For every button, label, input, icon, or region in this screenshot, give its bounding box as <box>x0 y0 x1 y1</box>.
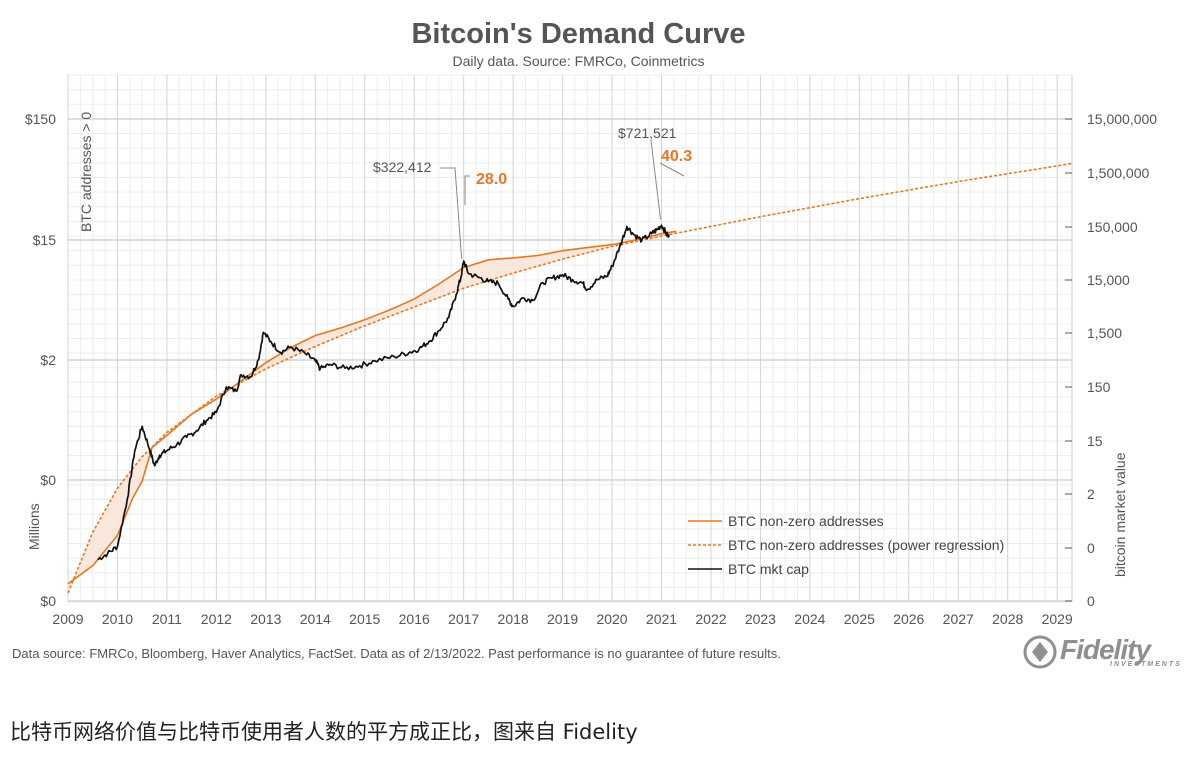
y-tick-left: $0 <box>40 472 56 488</box>
x-tick-label: 2025 <box>844 611 875 627</box>
y-tick-left: $15 <box>33 232 57 248</box>
x-tick-label: 2029 <box>1042 611 1073 627</box>
x-tick-label: 2015 <box>349 611 380 627</box>
y-axis-label-right: bitcoin market value <box>1112 452 1128 577</box>
annotation-leader-1 <box>440 167 463 260</box>
annotation-price-1: $322,412 <box>373 159 432 175</box>
x-tick-label: 2017 <box>448 611 479 627</box>
y-tick-left: $2 <box>40 352 56 368</box>
annotation-ratio-1: 28.0 <box>476 171 507 188</box>
annotation-bracket-2 <box>659 162 685 177</box>
legend-label: BTC non-zero addresses (power regression… <box>728 537 1004 553</box>
source-note: Data source: FMRCo, Bloomberg, Haver Ana… <box>12 646 781 661</box>
annotation-leader-2 <box>650 139 661 220</box>
chart-subtitle: Daily data. Source: FMRCo, Coinmetrics <box>452 53 705 69</box>
y-axis-label-addresses: BTC addresses > 0 <box>78 112 94 232</box>
fidelity-logo: Fidelity INVESTMENTS <box>1022 632 1192 672</box>
annotation-price-2: $721,521 <box>618 125 677 141</box>
y-tick-right: 15,000,000 <box>1087 111 1157 127</box>
y-tick-right: 1,500,000 <box>1087 165 1149 181</box>
legend-label: BTC mkt cap <box>728 561 809 577</box>
annotation-ratio-2: 40.3 <box>661 148 692 165</box>
y-tick-right: 150,000 <box>1087 219 1138 235</box>
legend-label: BTC non-zero addresses <box>728 513 884 529</box>
brand-sub: INVESTMENTS <box>1110 661 1182 668</box>
x-tick-label: 2021 <box>646 611 677 627</box>
figure-caption: 比特币网络价值与比特币使用者人数的平方成正比，图来自 Fidelity <box>10 720 638 744</box>
x-tick-label: 2027 <box>943 611 974 627</box>
fidelity-mark-icon <box>1023 635 1057 669</box>
y-axis-label-left: Millions <box>26 503 42 550</box>
x-tick-label: 2013 <box>250 611 281 627</box>
x-tick-label: 2010 <box>102 611 133 627</box>
x-tick-label: 2019 <box>547 611 578 627</box>
chart-figure: Bitcoin's Demand Curve Daily data. Sourc… <box>12 18 1192 672</box>
y-tick-right: 15 <box>1087 433 1103 449</box>
series-line-regression <box>67 162 1073 594</box>
brand-name: Fidelity <box>1060 634 1151 665</box>
x-tick-label: 2012 <box>201 611 232 627</box>
x-tick-label: 2023 <box>745 611 776 627</box>
y-tick-right: 150 <box>1087 379 1111 395</box>
x-tick-label: 2009 <box>52 611 83 627</box>
x-tick-label: 2026 <box>893 611 924 627</box>
x-tick-label: 2022 <box>695 611 726 627</box>
y-tick-left: $0 <box>40 593 56 609</box>
x-tick-label: 2018 <box>498 611 529 627</box>
x-tick-label: 2024 <box>794 611 825 627</box>
legend: BTC non-zero addresses BTC non-zero addre… <box>688 513 1004 577</box>
series-line-mktcap <box>97 224 670 561</box>
x-tick-label: 2014 <box>300 611 331 627</box>
series-line-addresses <box>67 230 677 585</box>
x-tick-label: 2020 <box>596 611 627 627</box>
x-tick-label: 2028 <box>992 611 1023 627</box>
y-tick-left: $150 <box>25 111 56 127</box>
y-tick-right: 2 <box>1087 486 1095 502</box>
x-tick-label: 2011 <box>152 611 182 627</box>
x-tick-label: 2016 <box>399 611 430 627</box>
y-tick-right: 15,000 <box>1087 272 1130 288</box>
chart-title: Bitcoin's Demand Curve <box>411 18 746 50</box>
y-tick-right: 1,500 <box>1087 325 1122 341</box>
y-tick-right: 0 <box>1087 593 1095 609</box>
annotation-bracket-1 <box>464 175 470 205</box>
y-tick-right: 0 <box>1087 540 1095 556</box>
plot-area: $150 $15 $2 $0 $0 15,000,000 1,500,000 150,000… <box>25 74 1157 627</box>
